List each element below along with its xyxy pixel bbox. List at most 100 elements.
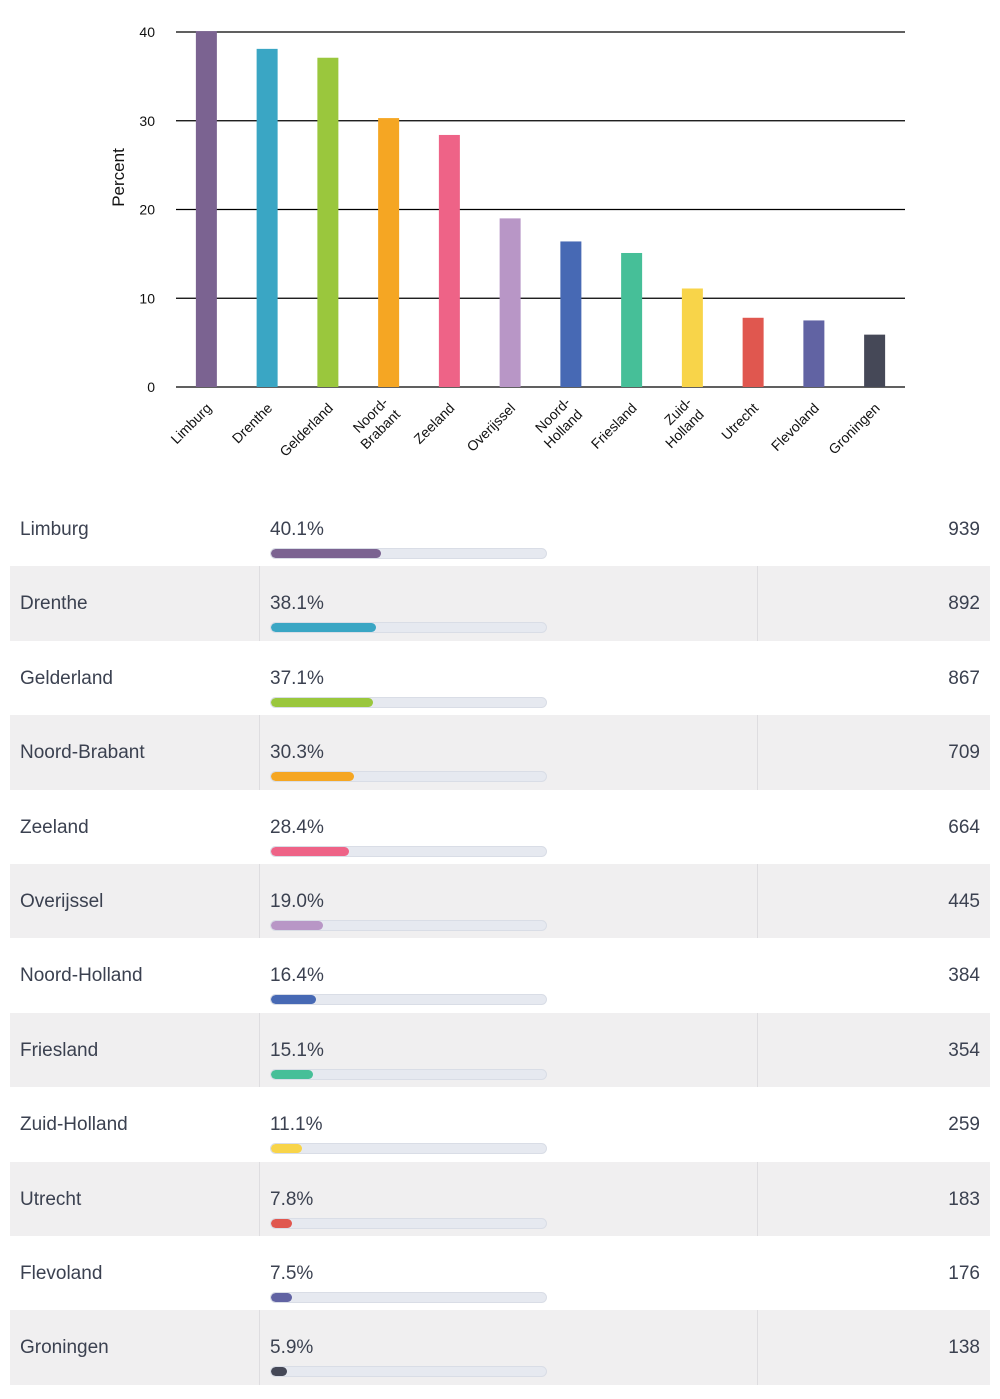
province-name: Zuid-Holland	[20, 1114, 128, 1136]
y-axis-label: Percent	[109, 148, 128, 207]
percent-bar-track	[270, 696, 547, 708]
percent-bar-track	[270, 1366, 547, 1378]
table-row: Utrecht 7.8% 183	[10, 1161, 990, 1236]
column-divider	[757, 1012, 758, 1088]
percent-bar-track	[270, 1143, 547, 1155]
x-tick-label: Zuid-Holland	[650, 394, 707, 451]
column-divider	[259, 863, 260, 939]
percent-bar-track	[270, 548, 547, 559]
bar-groningen	[864, 334, 886, 387]
percent-bar-fill	[271, 1218, 293, 1228]
x-tick-label: Overijssel	[463, 400, 518, 455]
count-value: 892	[948, 593, 980, 615]
bar-limburg	[195, 31, 217, 388]
percent-label: 37.1%	[270, 667, 324, 689]
percent-bar-track	[270, 1068, 547, 1080]
bar-zeeland	[438, 134, 460, 387]
province-name: Noord-Brabant	[20, 742, 145, 764]
percent-bar-track	[270, 771, 547, 783]
x-tick-label-line: Flevoland	[768, 400, 822, 454]
count-value: 384	[948, 965, 980, 987]
table-row: Gelderland 37.1% 867	[10, 640, 990, 716]
count-value: 183	[948, 1188, 980, 1210]
column-divider	[259, 566, 260, 641]
percent-bar-track	[270, 1291, 547, 1303]
x-tick-label-line: Overijssel	[463, 400, 518, 455]
percent-bar-track	[270, 994, 547, 1006]
percent-bar-fill	[271, 995, 317, 1005]
percent-label: 30.3%	[270, 742, 324, 764]
percent-bar-track	[270, 919, 547, 931]
table-row: Zeeland 28.4% 664	[10, 789, 990, 864]
table-row: Noord-Brabant 30.3% 709	[10, 715, 990, 790]
percent-bar-track	[270, 845, 547, 857]
percent-label: 19.0%	[270, 890, 324, 912]
percent-label: 15.1%	[270, 1039, 324, 1061]
column-divider	[259, 1161, 260, 1236]
x-tick-label: Flevoland	[768, 400, 822, 454]
percent-bar-fill	[271, 846, 350, 856]
bar-utrecht	[742, 317, 764, 387]
percent-bar-track	[270, 1217, 547, 1229]
percent-bar-fill	[271, 1069, 313, 1079]
percent-bar-fill	[271, 772, 355, 782]
column-divider	[259, 1310, 260, 1385]
count-value: 939	[948, 519, 980, 540]
results-table: Limburg 40.1% 939 Drenthe 38.1% 892 Gelderland…	[10, 492, 990, 1385]
count-value: 176	[948, 1262, 980, 1284]
x-tick-label: Drenthe	[229, 400, 276, 447]
table-row: Friesland 15.1% 354	[10, 1012, 990, 1088]
province-name: Drenthe	[20, 593, 88, 615]
percent-bar-fill	[271, 920, 324, 930]
province-name: Zeeland	[20, 816, 89, 838]
bar-noord-holland	[560, 241, 582, 387]
bar-flevoland	[803, 320, 825, 387]
count-value: 445	[948, 890, 980, 912]
x-tick-label: Gelderland	[276, 400, 336, 460]
bar-chart-svg: Percent 0 10 20 30 40 Limburg Drenthe Gelderland…	[109, 24, 905, 460]
x-tick-label-line: Zeeland	[410, 400, 457, 447]
x-tick-label: Limburg	[167, 400, 214, 447]
x-tick-label-line: Limburg	[167, 400, 214, 447]
bar-friesland	[621, 252, 643, 387]
percent-label: 40.1%	[270, 519, 324, 540]
percent-label: 7.8%	[270, 1188, 314, 1210]
column-divider	[259, 715, 260, 790]
province-name: Overijssel	[20, 890, 104, 912]
percent-bar-fill	[271, 697, 374, 707]
column-divider	[757, 1161, 758, 1236]
table-row: Flevoland 7.5% 176	[10, 1235, 990, 1311]
x-tick-label: Zeeland	[410, 400, 457, 447]
column-divider	[757, 715, 758, 790]
province-name: Flevoland	[20, 1262, 103, 1284]
table-row: Groningen 5.9% 138	[10, 1310, 990, 1385]
province-name: Groningen	[20, 1337, 109, 1359]
bar-zuid-holland	[681, 288, 703, 387]
count-value: 354	[948, 1039, 980, 1061]
x-tick-label-line: Friesland	[588, 400, 640, 452]
column-divider	[757, 566, 758, 641]
y-tick-label: 20	[139, 202, 155, 218]
percent-bar-track	[270, 622, 547, 634]
count-value: 867	[948, 667, 980, 689]
x-tick-label: Noord-Holland	[528, 394, 585, 451]
x-tick-label: Utrecht	[718, 400, 761, 443]
x-tick-label-line: Utrecht	[718, 400, 761, 443]
province-name: Limburg	[20, 519, 89, 540]
x-tick-label: Groningen	[825, 400, 883, 458]
column-divider	[757, 1310, 758, 1385]
column-divider	[757, 863, 758, 939]
percent-label: 38.1%	[270, 593, 324, 615]
count-value: 138	[948, 1337, 980, 1359]
percent-bar-fill	[271, 1367, 288, 1377]
percent-label: 16.4%	[270, 965, 324, 987]
percent-bar-fill	[271, 1292, 292, 1302]
percent-label: 5.9%	[270, 1337, 314, 1359]
y-tick-label: 40	[139, 24, 155, 40]
table-row: Limburg 40.1% 939	[10, 492, 990, 567]
percent-label: 11.1%	[270, 1114, 323, 1136]
province-name: Friesland	[20, 1039, 99, 1061]
bar-drenthe	[256, 48, 278, 388]
x-tick-label: Noord-Brabant	[345, 394, 403, 452]
table-row: Noord-Holland 16.4% 384	[10, 938, 990, 1013]
